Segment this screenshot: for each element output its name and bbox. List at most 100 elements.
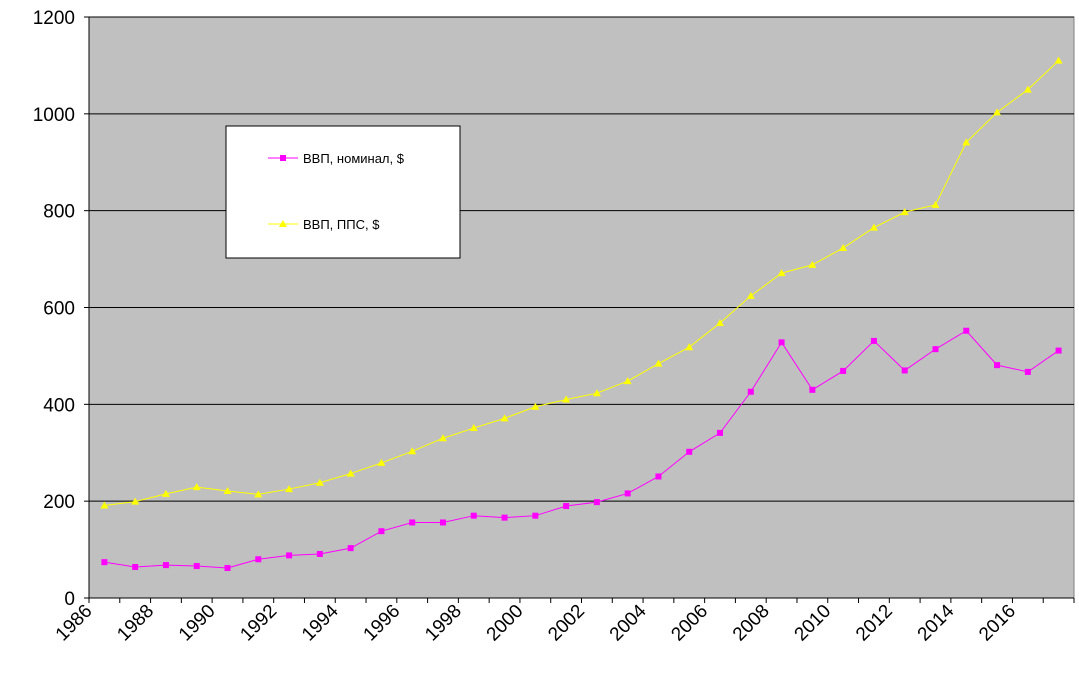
y-tick-label: 600 [43, 299, 75, 320]
series-line-nominal [104, 330, 1059, 569]
x-tick-label: 2010 [791, 601, 836, 646]
data-point-ppp [346, 469, 355, 477]
data-point-nominal [655, 473, 662, 480]
data-point-nominal [255, 556, 262, 563]
x-tick-label: 1996 [360, 601, 405, 646]
x-tick-label: 2014 [914, 600, 959, 645]
data-point-nominal [132, 564, 139, 571]
data-point-ppp [716, 318, 725, 326]
data-point-ppp [869, 223, 878, 231]
legend-label-nominal: ВВП, номинал, $ [303, 151, 405, 166]
x-tick-label: 2000 [483, 601, 528, 646]
data-point-nominal [501, 514, 508, 521]
data-point-nominal [963, 327, 970, 334]
data-point-nominal [563, 503, 570, 510]
data-point-nominal [347, 545, 354, 552]
data-point-ppp [254, 490, 263, 498]
data-point-nominal [439, 519, 446, 526]
data-point-ppp [223, 486, 232, 494]
data-point-ppp [654, 359, 663, 367]
y-tick-label: 400 [43, 395, 75, 416]
data-point-nominal [593, 499, 600, 506]
x-tick-label: 2012 [852, 601, 897, 646]
data-point-nominal [1055, 347, 1062, 354]
data-point-nominal [747, 388, 754, 395]
data-point-ppp [962, 138, 971, 146]
data-point-nominal [193, 563, 200, 570]
legend-marker-nominal [280, 155, 286, 161]
data-point-nominal [224, 564, 231, 571]
grid-lines [89, 16, 1074, 502]
data-point-ppp [746, 291, 755, 299]
x-tick-label: 1990 [175, 601, 220, 646]
data-point-ppp [685, 343, 694, 351]
x-tick-label: 2016 [975, 601, 1020, 646]
data-point-ppp [808, 260, 817, 268]
data-point-ppp [562, 395, 571, 403]
y-tick-label: 800 [43, 202, 75, 223]
x-tick-label: 1992 [236, 601, 281, 646]
data-point-nominal [624, 490, 631, 497]
data-point-ppp [931, 200, 940, 208]
data-point-ppp [469, 424, 478, 432]
data-point-ppp [408, 447, 417, 455]
data-point-ppp [993, 108, 1002, 116]
data-point-nominal [286, 552, 293, 559]
series-line-ppp [104, 60, 1059, 507]
data-point-ppp [839, 243, 848, 251]
series-layer [100, 56, 1063, 571]
data-point-ppp [131, 497, 140, 505]
legend-box [225, 125, 461, 259]
data-point-nominal [901, 367, 908, 374]
x-tick-label: 2006 [667, 601, 712, 646]
data-point-ppp [285, 485, 294, 493]
data-point-ppp [192, 483, 201, 491]
data-point-nominal [532, 512, 539, 519]
y-tick-label: 1200 [33, 8, 75, 29]
data-point-ppp [623, 377, 632, 385]
data-point-ppp [315, 478, 324, 486]
data-point-ppp [1023, 85, 1032, 93]
x-tick-label: 1994 [298, 600, 343, 645]
x-tick-label: 2002 [544, 601, 589, 646]
legend-label-ppp: ВВП, ППС, $ [303, 217, 380, 232]
data-point-nominal [101, 559, 108, 566]
data-point-ppp [531, 402, 540, 410]
data-point-nominal [1024, 368, 1031, 375]
data-point-nominal [932, 346, 939, 353]
data-point-nominal [840, 367, 847, 374]
data-point-nominal [870, 337, 877, 344]
data-point-ppp [500, 414, 509, 422]
data-point-ppp [377, 458, 386, 466]
y-tick-label: 200 [43, 492, 75, 513]
x-tick-label: 2004 [606, 600, 651, 645]
x-tick-label: 1988 [113, 601, 158, 646]
data-point-nominal [686, 448, 693, 455]
data-point-nominal [162, 562, 169, 569]
data-point-nominal [778, 339, 785, 346]
data-point-nominal [809, 386, 816, 393]
legend: ВВП, номинал, $ ВВП, ППС, $ [225, 125, 461, 259]
data-point-ppp [900, 208, 909, 216]
data-point-nominal [717, 429, 724, 436]
data-point-nominal [470, 512, 477, 519]
data-point-nominal [409, 519, 416, 526]
data-point-ppp [438, 434, 447, 442]
legend-marker-ppp [279, 220, 287, 227]
y-tick-label: 1000 [33, 105, 75, 126]
x-axis-ticks: 1986 1988 1990 1992 1994 1996 1998 2000 2002 2004… [52, 598, 1075, 646]
x-tick-label: 2008 [729, 601, 774, 646]
x-tick-label: 1998 [421, 601, 466, 646]
data-point-ppp [592, 389, 601, 397]
y-tick-label: 0 [64, 589, 75, 610]
data-point-ppp [777, 269, 786, 277]
y-axis-ticks: 0 200 400 600 800 1000 1200 [33, 8, 89, 610]
data-point-ppp [1054, 56, 1063, 64]
data-point-ppp [161, 489, 170, 497]
data-point-nominal [316, 550, 323, 557]
x-tick-label: 1986 [52, 601, 97, 646]
data-point-nominal [378, 528, 385, 535]
data-point-ppp [100, 501, 109, 509]
data-point-nominal [994, 362, 1001, 369]
